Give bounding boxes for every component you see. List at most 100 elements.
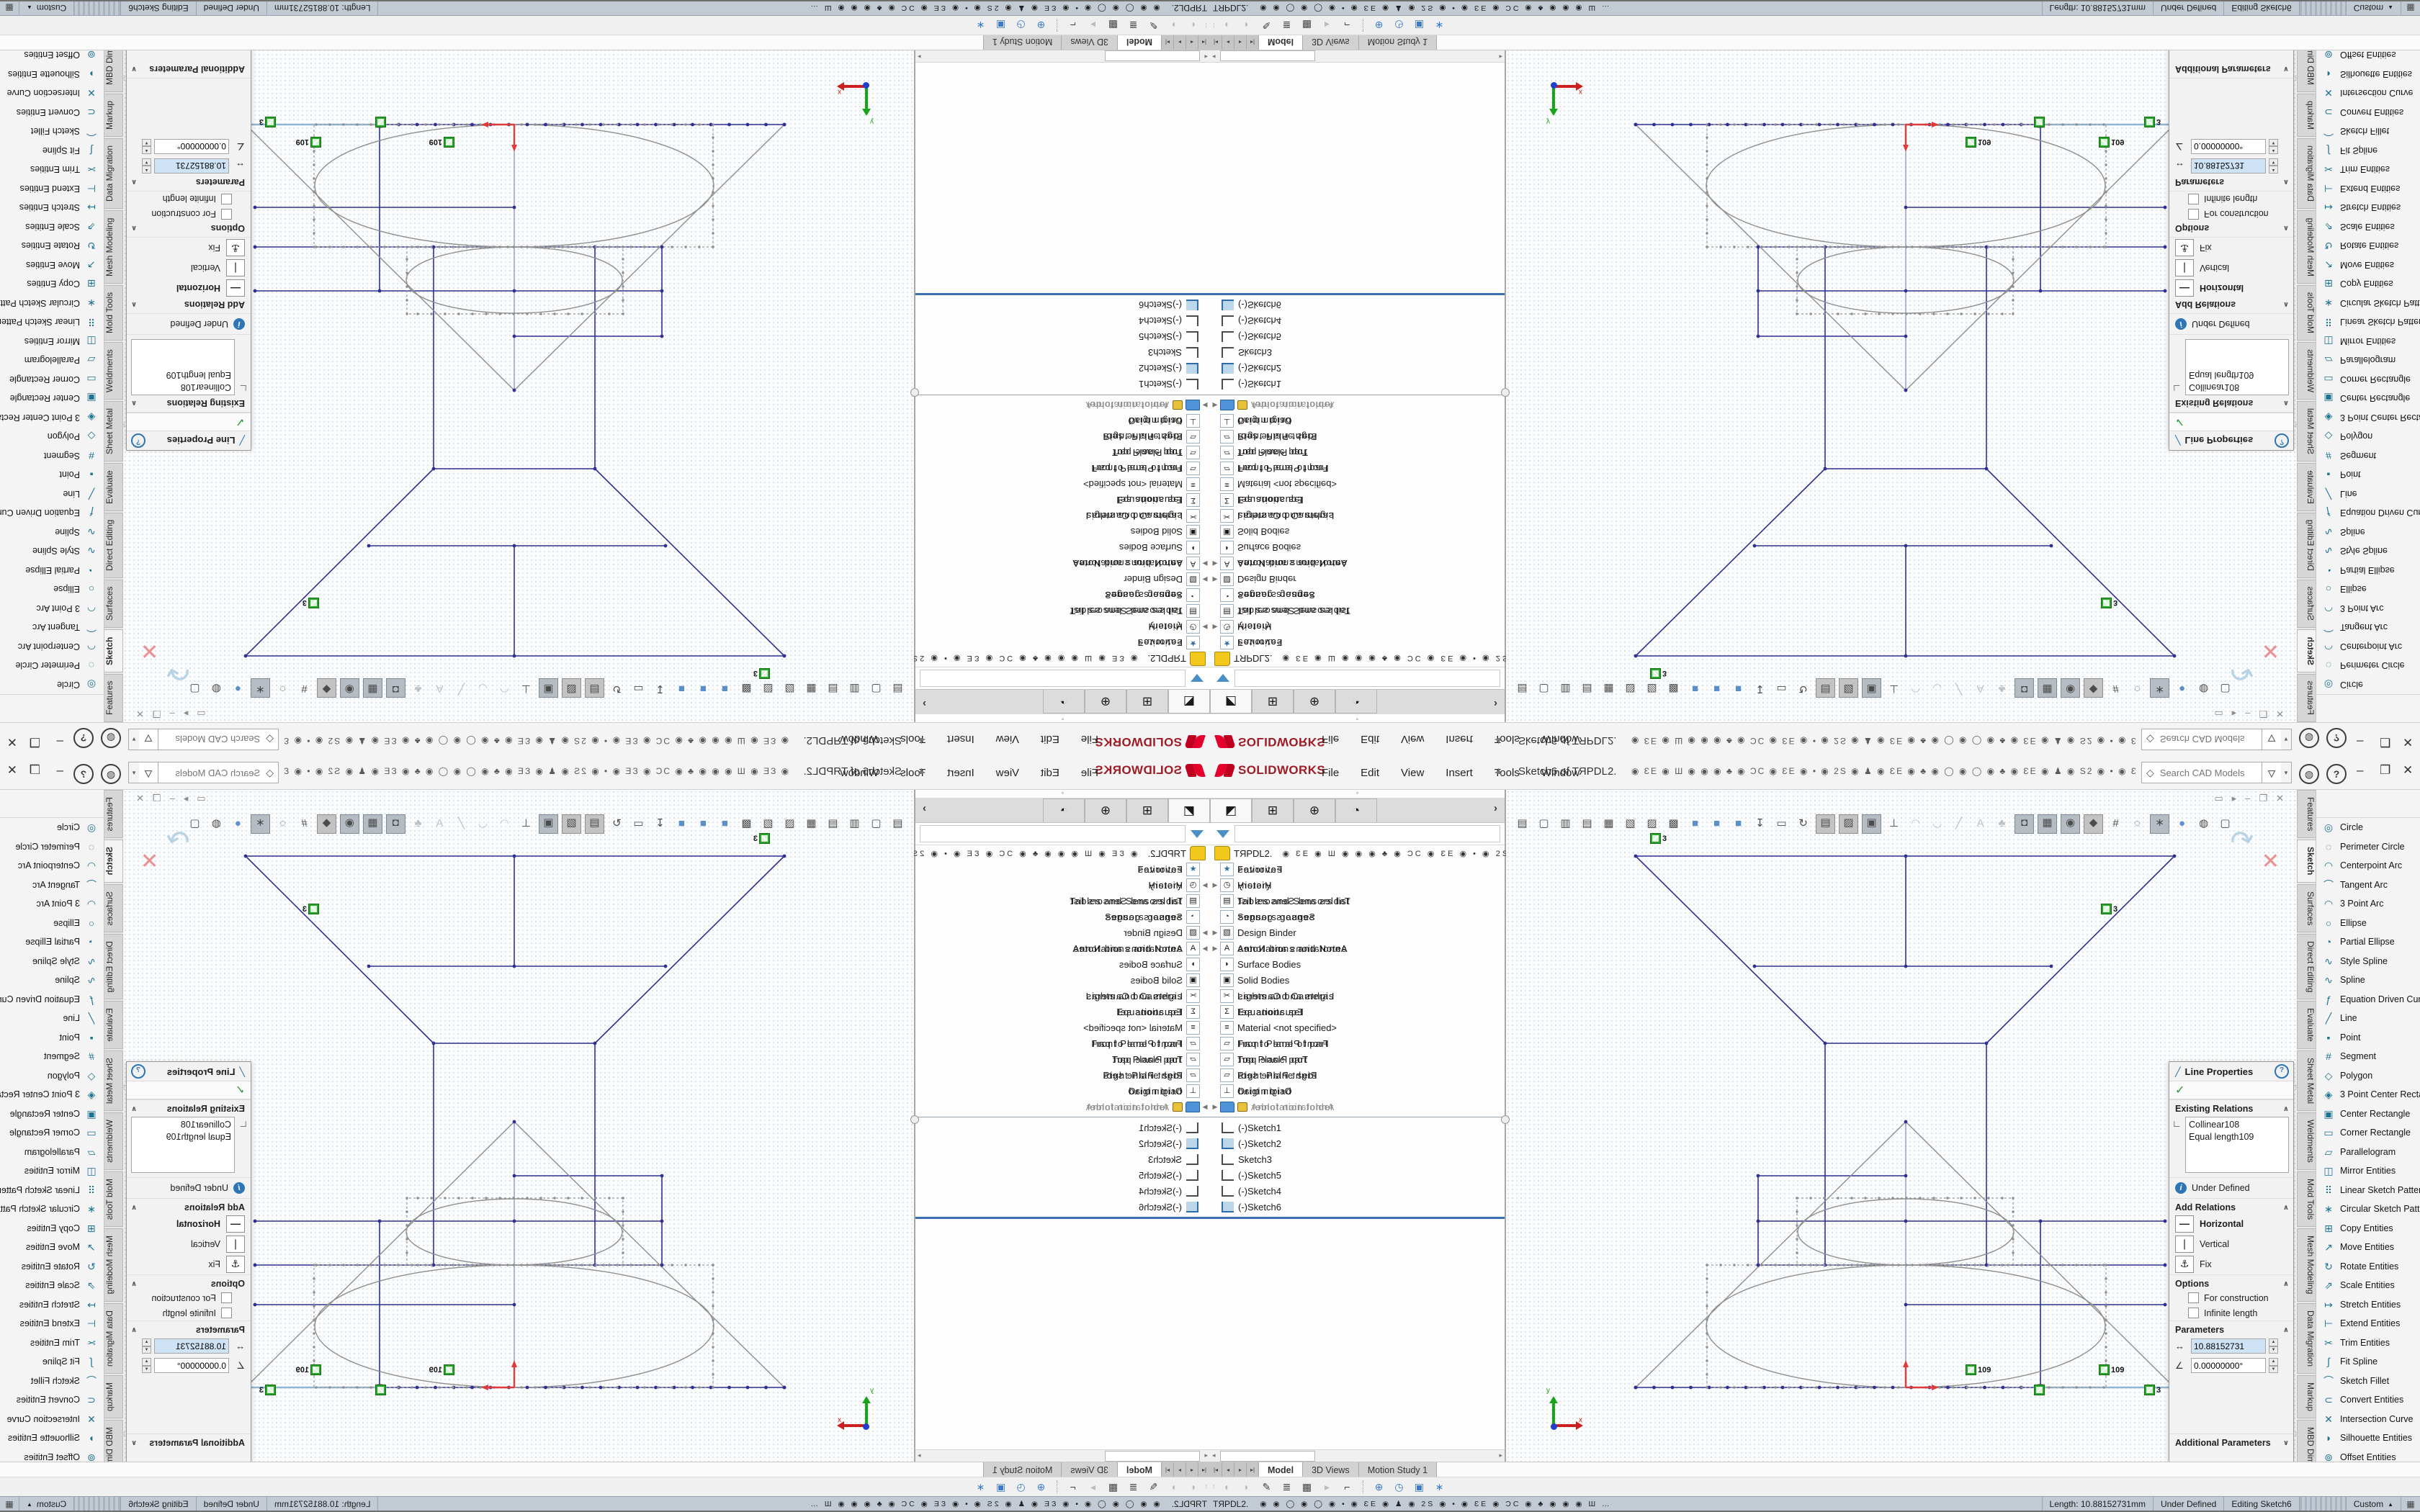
options-header[interactable]: Options ∧ (2169, 222, 2293, 238)
flyout-extend-entities[interactable]: ⊢ Extend Entities (19, 1318, 97, 1330)
minimize-button[interactable]: – (56, 735, 63, 749)
tree-item[interactable]: ▤ Tables and Sensors list (1210, 893, 1505, 909)
status-sheet-icon[interactable]: ▦ (2401, 1, 2420, 15)
help-icon[interactable]: ? (73, 728, 94, 748)
add-relation-horizontal[interactable]: — Horizontal (127, 278, 251, 298)
tree-item[interactable]: ◔ Sensors gauges (915, 588, 1210, 603)
flyout-silhouette-entities[interactable]: ◗ Silhouette Entities (7, 68, 95, 80)
headsup-icon-17[interactable]: ⊥ (1888, 817, 1899, 829)
bottom-toolbar-icon-8[interactable]: ⊕ (1036, 19, 1046, 31)
propertymanager-tab[interactable]: ⊞ (1252, 798, 1294, 822)
tree-item[interactable]: ≡ Material <not specified> (915, 477, 1210, 492)
relation-item[interactable]: Collinear108 (180, 1120, 231, 1130)
option-for-construction[interactable]: For construction (127, 207, 251, 222)
flyout-intersection-curve[interactable]: ✕ Intersection Curve (2324, 1413, 2414, 1425)
menu-file[interactable]: File (1322, 733, 1340, 746)
tree-item[interactable]: ▱ Front Plane of part (915, 461, 1210, 477)
tree-item-sketch6[interactable]: (-) Sketch6 (915, 297, 1210, 313)
flyout-sketch-fillet[interactable]: ⌒ Sketch Fillet (2323, 125, 2390, 138)
displaymanager-tab[interactable]: ◔ (1043, 690, 1085, 714)
tree-item[interactable]: ▶ ◷ History (1210, 877, 1505, 893)
propertymanager-tab[interactable]: ⊞ (1126, 690, 1168, 714)
headsup-icon-27[interactable]: # (2112, 817, 2119, 829)
flyout-intersection-curve[interactable]: ✕ Intersection Curve (2324, 87, 2414, 99)
tree-item-sketch2[interactable]: (-) Sketch2 (1210, 361, 1505, 377)
scroll-right-icon[interactable]: ▸ (918, 1452, 921, 1459)
dimension-tag[interactable]: 109 (1966, 137, 1991, 148)
add-relation-fix[interactable]: ⚓ Fix (127, 1254, 251, 1274)
flyout-stretch-entities[interactable]: ↦ Stretch Entities (2324, 1298, 2401, 1310)
tab-mesh-modeling[interactable]: Mesh Modeling (2297, 1228, 2316, 1302)
panel-grip[interactable]: ⚬ (1060, 716, 1065, 722)
menu-file[interactable]: File (1080, 733, 1098, 746)
tab-data-migration[interactable]: Data Migration (2297, 1302, 2316, 1374)
angle-spinner[interactable]: ▲ ▼ (2269, 1358, 2278, 1373)
flyout-move-entities[interactable]: ↗ Move Entities (25, 1241, 96, 1254)
tree-item[interactable]: ▶ ▧ Design Binder (1212, 925, 1296, 940)
tree-item[interactable]: ◔ Sensors gauges (1210, 588, 1505, 603)
tree-item[interactable]: ▱ Right Plane sets (1210, 1067, 1505, 1083)
tree-item[interactable]: ≡ Material <not specified> (1210, 477, 1505, 492)
tree-item[interactable]: ▶ A Annotations and Notes (915, 556, 1210, 572)
tree-item[interactable]: ▶ ▧ Design Binder (1212, 572, 1296, 587)
dimension-tag[interactable] (2034, 1385, 2045, 1395)
additional-parameters-header[interactable]: Additional Parameters ∨ (2169, 63, 2293, 78)
headsup-icon-13[interactable]: ↻ (1798, 817, 1808, 829)
flyout-corner-rectangle[interactable]: ▭ Corner Rectangle (2323, 373, 2411, 385)
headsup-icon-15[interactable]: ▨ (1839, 814, 1858, 834)
flyout-centerpoint-arc[interactable]: ◠ Centerpoint Arc (2323, 860, 2403, 872)
headsup-icon-12[interactable]: ▭ (1776, 817, 1787, 829)
filter-input[interactable] (1234, 825, 1500, 842)
tab-features[interactable]: Features (2297, 790, 2316, 839)
tree-item[interactable]: Σ Equations set (1210, 492, 1505, 508)
flyout-center-rectangle[interactable]: ▣ Center Rectangle (2323, 392, 2411, 405)
viewtab-model[interactable]: Model (1259, 35, 1304, 50)
rollback-bar[interactable] (915, 293, 1210, 295)
tree-item-sketch3[interactable]: Sketch3 (1210, 345, 1505, 361)
flyout-segment[interactable]: # Segment (2326, 1050, 2377, 1063)
tree-item[interactable]: ▱ Front Plane of part (1210, 461, 1505, 477)
flyout-silhouette-entities[interactable]: ◗ Silhouette Entities (7, 1432, 95, 1444)
headsup-icon-30[interactable]: ● (2178, 817, 2186, 829)
dimension-tag[interactable]: 3 (753, 668, 770, 679)
flyout-partial-ellipse[interactable]: ◔ Partial Ellipse (2325, 936, 2395, 948)
tree-item[interactable]: ≡ Material <not specified> (1210, 1020, 1505, 1035)
panel-grip[interactable]: ⚬ (1060, 790, 1065, 796)
tree-item[interactable]: ⊥ Origin triad (915, 1083, 1210, 1099)
tree-root-row[interactable]: TЯPDL2. ◉ ƐE ◉ Ш ◉ ◉ ◉ ♣ ◉ ƆC ◉ ƐE ◉ • ◉… (1210, 651, 1569, 667)
status-units-dropdown[interactable]: Custom ▲ (2345, 1497, 2401, 1511)
add-relation-vertical[interactable]: ❘ Vertical (127, 1234, 251, 1254)
bottom-toolbar-icon-6[interactable]: ⌐ (1070, 19, 1076, 31)
tree-item-sketch5[interactable]: (-) Sketch5 (915, 329, 1210, 345)
quick-access-toolbar[interactable]: ◉ ƐE ◉ Ш ◉ ◉ ◉ ♣ ◉ ƆC ◉ ƐE ◉ • ◉ 2S ◉ ♟ … (1631, 766, 2136, 776)
tree-item[interactable]: ▶ ◷ History (915, 877, 1210, 893)
bottom-toolbar-icon-4[interactable]: ▦ (1301, 1481, 1312, 1493)
help-icon[interactable]: ? (2326, 728, 2347, 748)
tree-hscrollbar[interactable]: ◂ ▸ (1210, 1449, 1505, 1462)
flyout-circular-sketch-pattern[interactable]: ∗Circular Sketch Pattern (2324, 1203, 2420, 1215)
flyout-offset-entities[interactable]: ⊚ Offset Entities (2324, 1451, 2396, 1463)
additional-parameters-header[interactable]: Additional Parameters ∨ (127, 63, 251, 78)
flyout-segment[interactable]: # Segment (43, 449, 94, 462)
dimension-tag[interactable]: 3 (2144, 1385, 2161, 1395)
viewtab-model[interactable]: Model (1116, 35, 1161, 50)
panel-help-icon[interactable]: ? (131, 433, 145, 448)
bottom-toolbar-icon-5[interactable]: ▸ (1090, 1481, 1095, 1493)
bottom-toolbar-icon-2[interactable]: ✎ (1262, 1481, 1271, 1493)
featuremanager-tab[interactable]: ◩ (1168, 798, 1210, 822)
flyout-centerpoint-arc[interactable]: ◠ Centerpoint Arc (17, 860, 97, 872)
quick-access-toolbar[interactable]: ◉ ƐE ◉ Ш ◉ ◉ ◉ ♣ ◉ ƆC ◉ ƐE ◉ • ◉ 2S ◉ ♟ … (284, 766, 789, 776)
tree-item[interactable]: ▱ Top Plane part (915, 445, 1210, 461)
cancel-sketch-icon[interactable]: ✕ (2261, 850, 2280, 873)
document-window-controls[interactable]: ▭ ▸ – ❐ ✕ (2214, 793, 2284, 804)
menu-insert[interactable]: Insert (1446, 733, 1473, 746)
tab-features[interactable]: Features (2297, 673, 2316, 722)
length-input[interactable] (154, 158, 229, 174)
bottom-toolbar-icon-9[interactable]: ◷ (1016, 19, 1026, 31)
tree-item[interactable]: ▤ Tables and Sensors list (915, 893, 1210, 909)
flyout-convert-entities[interactable]: ⊂ Convert Entities (2324, 1394, 2404, 1406)
headsup-icon-9[interactable]: ■ (1713, 817, 1721, 829)
option-for-construction[interactable]: For construction (2169, 1290, 2293, 1305)
flyout-center-rectangle[interactable]: ▣ Center Rectangle (2323, 1107, 2411, 1120)
tree-item[interactable]: ▤ Tables and Sensors list (1210, 603, 1505, 619)
